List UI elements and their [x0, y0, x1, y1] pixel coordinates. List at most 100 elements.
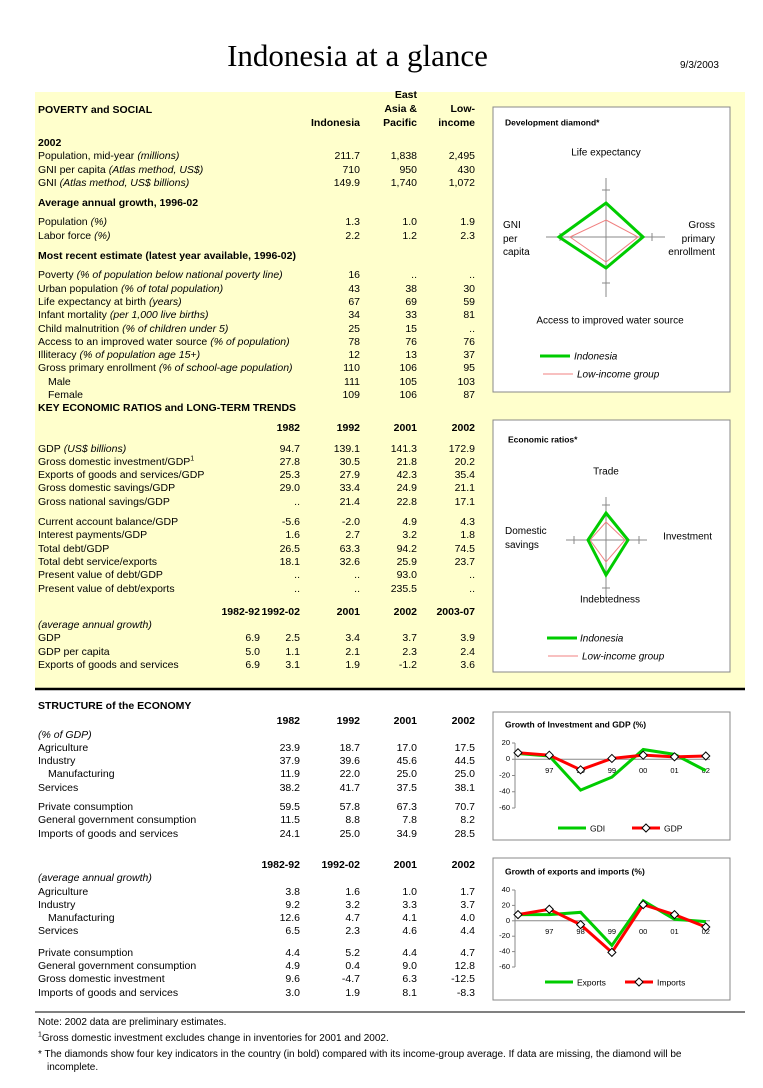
- cell: 27.9: [339, 469, 360, 482]
- cell: 33: [405, 309, 417, 322]
- table-row: Child malnutrition (% of children under 5…: [38, 323, 478, 336]
- subheading: (% of GDP): [38, 728, 92, 741]
- cell: 21.4: [339, 495, 360, 508]
- row-label: Present value of debt/GDP: [38, 569, 163, 582]
- cell: 74.5: [454, 542, 475, 555]
- cell: 1.6: [345, 885, 360, 898]
- cell: 1,838: [390, 150, 417, 163]
- cell: -5.6: [281, 516, 300, 529]
- table-row: Exports of goods and services/GDP 25.3 27.…: [38, 469, 478, 482]
- column-header: 1992: [336, 422, 360, 435]
- table-row: GDP (US$ billions) 94.7 139.1 141.3 172.9: [38, 443, 478, 456]
- cell: 1.6: [285, 529, 300, 542]
- table-row: Male 111 105 103: [38, 376, 478, 389]
- subheading: (average annual growth): [38, 619, 152, 632]
- row-label: Total debt service/exports: [38, 555, 158, 568]
- cell: 18.7: [339, 741, 360, 754]
- cell: 1.9: [460, 216, 475, 229]
- table-row: General government consumption 4.9 0.4 9.0 1…: [38, 960, 478, 973]
- cell: 37.5: [396, 781, 417, 794]
- table-header: 1982-92 1992-02 2001 2002: [38, 859, 478, 872]
- y-tick-label: -20: [499, 770, 510, 779]
- table-row: Interest payments/GDP 1.6 2.7 3.2 1.8: [38, 529, 478, 542]
- legend-label: Imports: [657, 977, 685, 987]
- cell: 103: [457, 375, 475, 388]
- row-label: GNI per capita: [38, 163, 106, 176]
- cell: 11.5: [280, 814, 300, 827]
- footnote-mark: 1: [38, 1031, 42, 1039]
- legend-label: Low-income group: [582, 652, 665, 663]
- row-group: GDP (US$ billions) 94.7 139.1 141.3 172.9 Gros…: [38, 443, 478, 509]
- row-label: Illiteracy: [38, 349, 77, 362]
- column-header: 2002: [393, 605, 417, 618]
- row-label: GDP: [38, 632, 61, 645]
- row-note: (millions): [137, 150, 180, 163]
- axis-label: GNI per capita: [503, 220, 530, 258]
- cell: 44.5: [454, 755, 475, 768]
- cell: 34: [348, 309, 360, 322]
- row-label: Private consumption: [38, 801, 134, 814]
- row-label: GDP per capita: [38, 645, 110, 658]
- y-tick-label: 0: [506, 916, 510, 925]
- cell: 11.9: [280, 768, 300, 781]
- group-heading: 2002: [38, 137, 62, 149]
- chart-title: Growth of exports and imports (%): [505, 866, 645, 876]
- table-row: Gross national savings/GDP.. 21.4 22.8 17.1: [38, 496, 478, 509]
- row-group: Agriculture 3.8 1.6 1.0 1.7 Industry 9.2 3.2 3.3…: [38, 886, 478, 939]
- row-note: (US$ billions): [63, 442, 127, 455]
- note-text: Gross domestic investment excludes chang…: [41, 1033, 389, 1044]
- cell: 37.9: [279, 755, 300, 768]
- x-tick-label: 99: [608, 766, 616, 775]
- row-label: GDP: [38, 442, 61, 455]
- axis-label: Domestic savings: [505, 526, 547, 551]
- legend-label: Indonesia: [580, 634, 624, 645]
- table-row: General government consumption 11.5 8.8 7.8…: [38, 814, 478, 827]
- cell: 45.6: [396, 755, 417, 768]
- cell: 78: [348, 335, 360, 348]
- cell: 4.0: [460, 912, 475, 925]
- page-title: Indonesia at a glance: [227, 38, 488, 73]
- cell: 6.3: [402, 973, 417, 986]
- cell: 1.0: [402, 885, 417, 898]
- table-row: Illiteracy (% of population age 15+) 12 13 3…: [38, 349, 478, 362]
- note-line: Note: 2002 data are preliminary estimate…: [38, 1016, 728, 1029]
- row-label: Poverty: [38, 269, 74, 282]
- row-label: General government consumption: [38, 960, 197, 973]
- row-label: Gross domestic investment/GDP: [38, 455, 191, 468]
- cell: 2.3: [345, 925, 360, 938]
- cell: 34.9: [396, 827, 417, 840]
- cell: 3.6: [460, 659, 475, 672]
- cell: 30: [463, 282, 475, 295]
- column-header: 2001: [336, 605, 360, 618]
- row-label: Private consumption: [38, 946, 134, 959]
- row-note: (%): [94, 229, 111, 242]
- cell: ..: [294, 495, 300, 508]
- column-header-line: Low-: [450, 103, 476, 115]
- cell: 2.7: [345, 529, 360, 542]
- table-row: Manufacturing 12.6 4.7 4.1 4.0: [38, 912, 478, 925]
- cell: 95: [463, 362, 475, 375]
- row-label: Imports of goods and services: [38, 986, 179, 999]
- section-title: POVERTY and SOCIAL: [38, 103, 153, 116]
- y-tick-label: -60: [499, 803, 510, 812]
- cell: 12.8: [454, 960, 475, 973]
- cell: 1.0: [402, 216, 417, 229]
- row-label: Population, mid-year: [38, 150, 135, 163]
- diamond-title: Economic ratios*: [508, 434, 578, 444]
- cell: 2.3: [402, 645, 417, 658]
- row-label: Imports of goods and services: [38, 827, 179, 840]
- cell: 1,740: [390, 176, 417, 189]
- column-header: 2002: [451, 858, 475, 871]
- table-row: Infant mortality (per 1,000 live births) 3…: [38, 309, 478, 322]
- row-label: Child malnutrition: [38, 322, 120, 335]
- row-label: Agriculture: [38, 741, 89, 754]
- table-header: 1982 1992 2001 2002: [38, 422, 478, 435]
- diamond-title: Development diamond*: [505, 117, 600, 127]
- cell: 21.1: [454, 482, 475, 495]
- cell: 9.0: [402, 960, 417, 973]
- subheading: (average annual growth): [38, 872, 152, 885]
- cell: 8.1: [402, 986, 417, 999]
- row-note: (years): [148, 295, 182, 308]
- column-header: 2001: [393, 422, 417, 435]
- cell: 3.4: [345, 632, 360, 645]
